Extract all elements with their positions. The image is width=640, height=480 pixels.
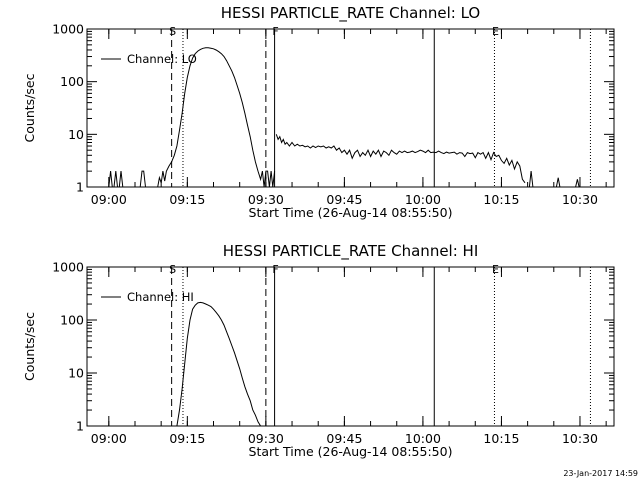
x-tick-label: 09:45 [326,192,362,207]
x-tick-label: 09:15 [169,192,205,207]
chart-title: HESSI PARTICLE_RATE Channel: HI [223,242,479,261]
y-axis-title: Counts/sec [22,312,37,381]
x-tick-label: 09:15 [169,431,205,446]
marker-label: S [169,263,176,276]
x-tick-label: 09:00 [91,431,127,446]
x-tick-label: 10:30 [562,431,598,446]
x-tick-label: 09:45 [326,431,362,446]
marker-label: F [272,263,278,276]
y-tick-label: 10 [68,127,84,142]
series-line [176,301,262,427]
chart-lo: HESSI PARTICLE_RATE Channel: LO 09:00 09:1… [22,4,615,220]
x-tick-label: 09:30 [248,192,284,207]
x-tick-label: 09:30 [248,431,284,446]
x-tick-label: 10:30 [562,192,598,207]
y-tick-label: 1 [76,180,84,195]
series-line [108,171,125,188]
series-line [275,134,526,184]
series-line [555,177,561,188]
timestamp: 23-Jan-2017 14:59 [563,469,638,478]
x-axis-title: Start Time (26-Aug-14 08:55:50) [249,444,453,459]
plot-frame [86,266,615,427]
marker-label: S [169,25,176,38]
series-line [157,47,276,188]
x-tick-label: 10:00 [405,431,441,446]
series-line [528,171,535,188]
x-tick-label: 10:15 [483,192,519,207]
chart-title: HESSI PARTICLE_RATE Channel: LO [221,4,480,23]
marker-label: E [492,25,499,38]
x-tick-label: 10:00 [405,192,441,207]
y-tick-label: 100 [60,313,84,328]
y-axis-title: Counts/sec [22,73,37,142]
chart-hi: HESSI PARTICLE_RATE Channel: HI 09:00 09:1… [22,242,615,459]
legend-label: Channel: HI [127,290,194,304]
legend-label: Channel: LO [127,52,197,66]
y-tick-label: 1 [76,419,84,434]
plot-frame [86,28,615,188]
x-tick-label: 09:00 [91,192,127,207]
series-line [575,179,580,188]
y-tick-label: 100 [60,74,84,89]
y-tick-label: 1000 [52,22,84,37]
x-tick-label: 10:15 [483,431,519,446]
marker-label: F [272,25,278,38]
marker-label: E [492,263,499,276]
x-axis-title: Start Time (26-Aug-14 08:55:50) [249,205,453,220]
y-tick-label: 1000 [52,260,84,275]
series-line [139,170,146,188]
y-tick-label: 10 [68,366,84,381]
